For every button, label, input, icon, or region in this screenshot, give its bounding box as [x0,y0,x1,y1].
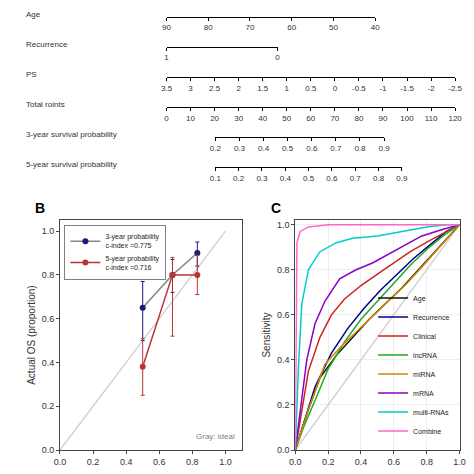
svg-text:2: 2 [236,84,241,93]
svg-text:-0.5: -0.5 [352,84,366,93]
svg-text:1: 1 [164,53,169,62]
svg-text:70: 70 [330,114,339,123]
svg-text:0.2: 0.2 [322,457,335,467]
svg-text:0.2: 0.2 [210,144,222,153]
svg-text:PS: PS [26,70,37,79]
svg-text:50: 50 [282,114,291,123]
svg-text:1.0: 1.0 [277,220,290,230]
svg-text:1.0: 1.0 [219,457,232,467]
svg-text:Recurrence: Recurrence [413,314,449,321]
svg-text:40: 40 [371,23,380,32]
svg-text:0.8: 0.8 [186,457,199,467]
svg-text:Age: Age [413,295,426,303]
svg-text:0.7: 0.7 [330,144,342,153]
svg-text:B: B [35,200,45,216]
svg-text:0.8: 0.8 [277,265,290,275]
svg-text:-2.5: -2.5 [448,84,462,93]
svg-text:60: 60 [287,23,296,32]
svg-text:0.8: 0.8 [42,270,55,280]
svg-text:0.0: 0.0 [42,445,55,455]
svg-text:0.8: 0.8 [420,457,433,467]
svg-text:0: 0 [275,53,280,62]
svg-text:5-year probabilityc-index =0.7: 5-year probabilityc-index =0.716 [105,255,159,271]
svg-text:Age: Age [26,10,41,19]
svg-text:0.4: 0.4 [42,358,55,368]
svg-text:0.4: 0.4 [277,355,290,365]
svg-text:0.2: 0.2 [233,174,245,183]
svg-text:Combine: Combine [413,428,441,435]
svg-text:Sensitivity: Sensitivity [261,313,272,358]
svg-text:C: C [271,200,281,216]
svg-text:0.4: 0.4 [120,457,133,467]
svg-text:0.4: 0.4 [280,174,292,183]
svg-text:lncRNA: lncRNA [413,352,437,359]
svg-text:30: 30 [234,114,243,123]
svg-text:5-year survival probability: 5-year survival probability [26,160,117,169]
svg-text:90: 90 [162,23,171,32]
svg-text:3-year probabilityc-index =0.7: 3-year probabilityc-index =0.775 [105,233,159,249]
svg-text:0.6: 0.6 [306,144,318,153]
svg-text:0.6: 0.6 [388,457,401,467]
svg-text:70: 70 [246,23,255,32]
svg-text:mRNA: mRNA [413,390,434,397]
svg-text:Clinical: Clinical [413,333,436,340]
svg-text:0.4: 0.4 [258,144,270,153]
svg-text:Actual OS (proportion): Actual OS (proportion) [26,285,37,385]
svg-text:90: 90 [379,114,388,123]
svg-text:-2: -2 [428,84,436,93]
svg-text:Gray: ideal: Gray: ideal [196,432,235,441]
svg-text:10: 10 [186,114,195,123]
svg-text:Total roints: Total roints [26,100,65,109]
svg-text:60: 60 [306,114,315,123]
svg-text:120: 120 [448,114,462,123]
svg-text:0.3: 0.3 [256,174,268,183]
svg-text:miRNA: miRNA [413,371,435,378]
svg-text:-1: -1 [379,84,387,93]
svg-text:0.0: 0.0 [54,457,67,467]
svg-text:100: 100 [400,114,414,123]
svg-text:0.5: 0.5 [305,84,317,93]
svg-text:1.0: 1.0 [42,226,55,236]
svg-text:0.6: 0.6 [42,314,55,324]
svg-text:0.6: 0.6 [326,174,338,183]
svg-text:0: 0 [333,84,338,93]
svg-text:0.2: 0.2 [277,400,290,410]
svg-text:3-year survival probability: 3-year survival probability [26,130,117,139]
svg-text:1: 1 [285,84,290,93]
svg-text:0.9: 0.9 [379,144,391,153]
svg-text:0.5: 0.5 [282,144,294,153]
svg-text:0.7: 0.7 [350,174,362,183]
svg-text:0.8: 0.8 [373,174,385,183]
svg-text:Recurrence: Recurrence [26,40,68,49]
svg-text:0.4: 0.4 [355,457,368,467]
svg-text:1.5: 1.5 [257,84,269,93]
svg-text:80: 80 [204,23,213,32]
svg-text:2.5: 2.5 [209,84,221,93]
svg-text:80: 80 [354,114,363,123]
svg-text:0.8: 0.8 [354,144,366,153]
svg-text:40: 40 [258,114,267,123]
svg-text:0.2: 0.2 [42,401,55,411]
svg-text:0.0: 0.0 [289,457,302,467]
svg-text:0: 0 [164,114,169,123]
svg-text:50: 50 [329,23,338,32]
svg-text:0.3: 0.3 [234,144,246,153]
svg-text:multi-RNAs: multi-RNAs [413,409,449,416]
svg-text:-1.5: -1.5 [400,84,414,93]
svg-text:20: 20 [210,114,219,123]
svg-text:0.9: 0.9 [396,174,408,183]
svg-text:3: 3 [188,84,193,93]
svg-text:0.6: 0.6 [153,457,166,467]
svg-text:0.6: 0.6 [277,310,290,320]
svg-text:110: 110 [425,114,438,123]
svg-text:1.0: 1.0 [453,457,466,467]
svg-text:3.5: 3.5 [161,84,173,93]
svg-text:0.1: 0.1 [210,174,222,183]
svg-text:0.0: 0.0 [277,445,290,455]
svg-text:0.5: 0.5 [303,174,315,183]
svg-text:0.2: 0.2 [87,457,100,467]
